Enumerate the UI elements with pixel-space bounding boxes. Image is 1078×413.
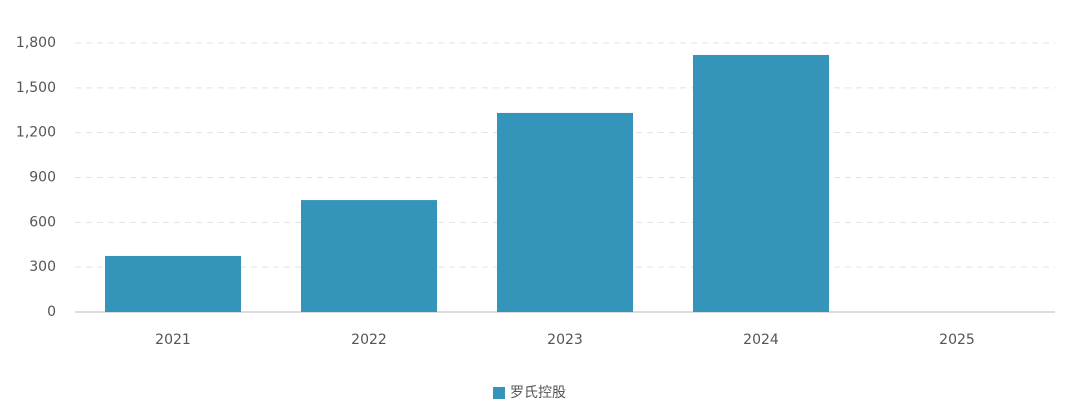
bar [104,255,242,312]
x-tick-label: 2023 [547,332,583,348]
x-tick-label: 2025 [939,332,975,348]
y-tick-label: 0 [47,304,56,320]
x-tick-label: 2022 [351,332,387,348]
bar [300,200,438,312]
y-tick-label: 300 [29,259,56,275]
y-tick-label: 900 [29,170,56,186]
legend-swatch [493,387,505,399]
x-tick-label: 2024 [743,332,779,348]
y-tick-label: 600 [29,214,56,230]
legend-label: 罗氏控股 [510,385,566,401]
y-tick-label: 1,800 [16,35,56,51]
x-tick-label: 2021 [155,332,191,348]
y-tick-label: 1,200 [16,125,56,141]
bar [692,54,830,312]
bar [496,112,634,312]
y-tick-label: 1,500 [16,80,56,96]
